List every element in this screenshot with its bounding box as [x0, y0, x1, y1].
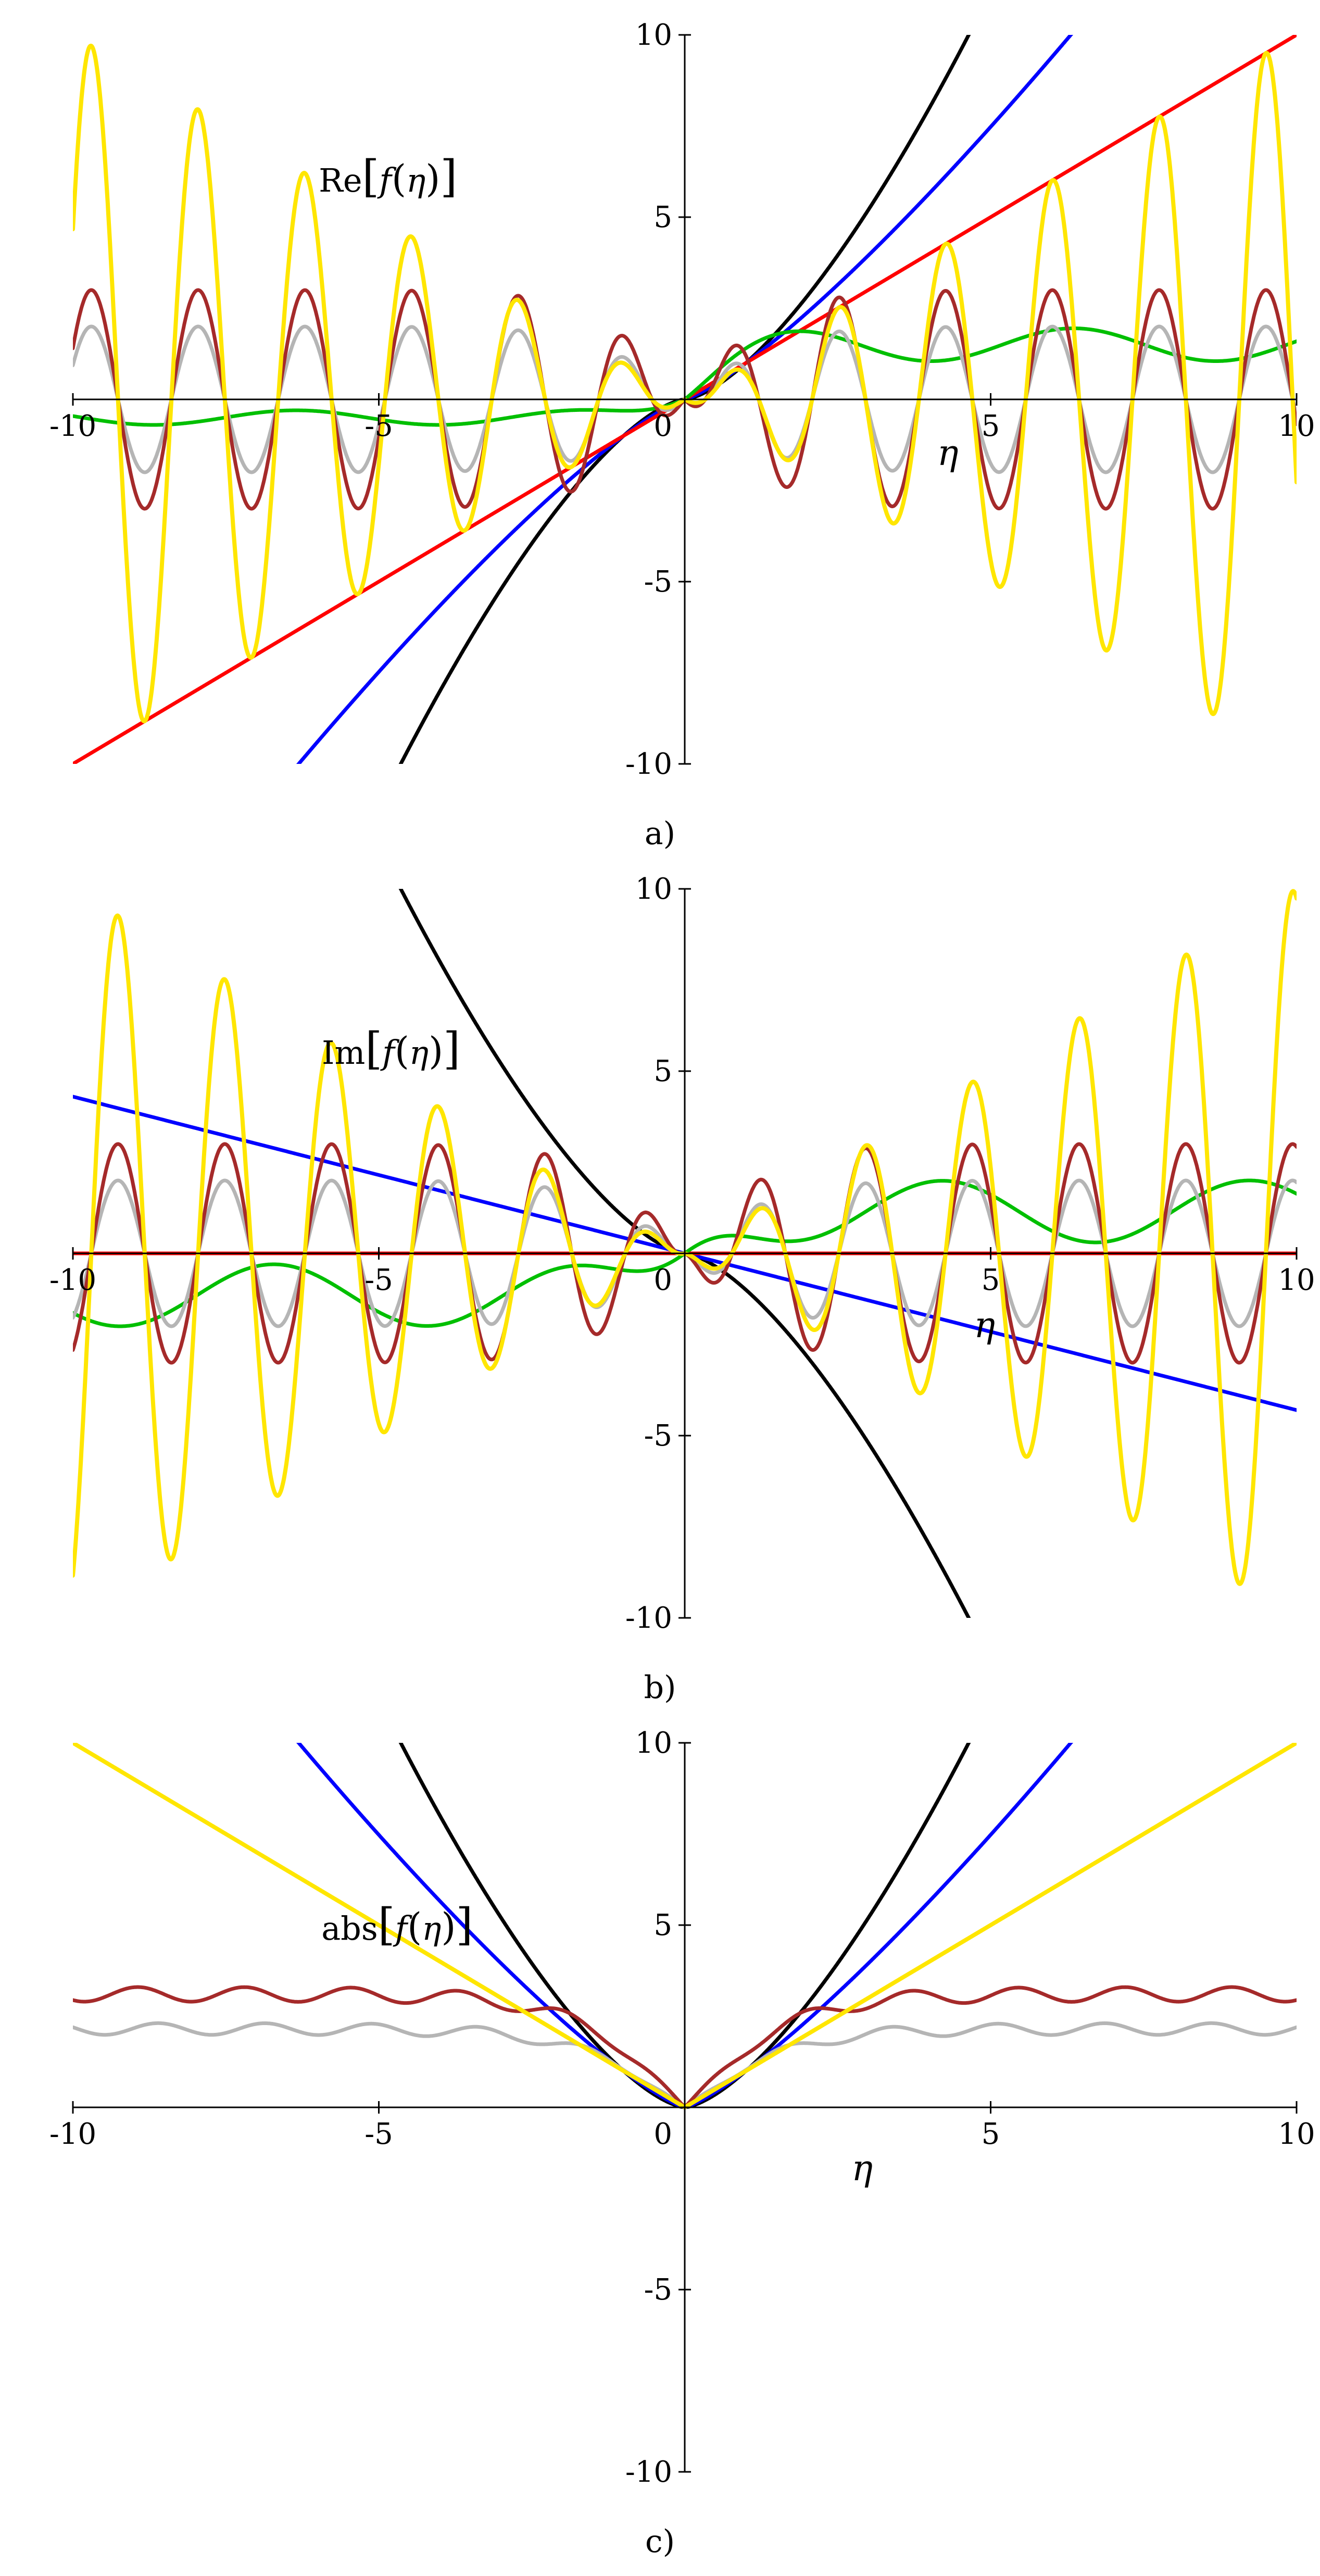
chart-a-plot: -10 -5 5 10 -10 -5 5 10 0 η Re[f(η)] [0, 11, 1320, 813]
y-tick-label: 10 [635, 18, 672, 52]
chart-a-caption: a) [644, 815, 676, 852]
origin-label: 0 [653, 2117, 672, 2151]
chart-a: -10 -5 5 10 -10 -5 5 10 0 η Re[f(η)] a) [0, 11, 1320, 865]
axis-labels: -10 -5 5 10 -10 -5 5 10 0 η Im[f(η)] [49, 872, 1315, 1635]
x-tick-label: -5 [364, 1263, 393, 1297]
chart-b-caption: b) [644, 1669, 676, 1706]
axes [72, 34, 1298, 765]
axis-labels: -10 -5 5 10 -10 -5 5 10 0 η abs[f(η)] [49, 1726, 1315, 2489]
chart-c-plot: -10 -5 5 10 -10 -5 5 10 0 η abs[f(η)] [0, 1719, 1320, 2521]
x-tick-label: -5 [364, 2117, 393, 2151]
origin-label: 0 [653, 409, 672, 443]
y-tick-label: 10 [635, 1726, 672, 1760]
x-tick-label: 10 [1278, 409, 1315, 443]
y-tick-label: -10 [625, 1601, 672, 1635]
chart-b-plot: -10 -5 5 10 -10 -5 5 10 0 η Im[f(η)] [0, 865, 1320, 1667]
origin-label: 0 [653, 1263, 672, 1297]
plot-title: Re[f(η)] [319, 151, 457, 202]
y-tick-label: 5 [653, 1054, 672, 1088]
axes [72, 888, 1298, 1619]
plot-title: Im[f(η)] [322, 1023, 460, 1074]
y-tick-label: 10 [635, 872, 672, 906]
x-axis-label: η [851, 2148, 873, 2189]
axis-labels: -10 -5 5 10 -10 -5 5 10 0 η Re[f(η)] [49, 18, 1315, 781]
x-tick-label: -10 [49, 409, 96, 443]
chart-c-caption: c) [645, 2523, 675, 2560]
y-tick-label: -5 [644, 2273, 672, 2307]
axes [72, 1742, 1298, 2473]
x-tick-label: 10 [1278, 1263, 1315, 1297]
y-tick-label: -10 [625, 747, 672, 781]
x-tick-label: 5 [982, 2117, 1000, 2151]
x-tick-label: 5 [982, 1263, 1000, 1297]
chart-c: -10 -5 5 10 -10 -5 5 10 0 η abs[f(η)] c) [0, 1719, 1320, 2573]
x-tick-label: 10 [1278, 2117, 1315, 2151]
y-tick-label: -5 [644, 565, 672, 599]
y-tick-label: -5 [644, 1419, 672, 1453]
y-tick-label: -10 [625, 2455, 672, 2489]
x-axis-label: η [937, 433, 959, 474]
y-tick-label: 5 [653, 1908, 672, 1942]
x-tick-label: 5 [982, 409, 1000, 443]
x-axis-label: η [974, 1305, 995, 1346]
plot-title: abs[f(η)] [321, 1899, 473, 1950]
y-tick-label: 5 [653, 200, 672, 234]
x-tick-label: -10 [49, 1263, 96, 1297]
chart-b: -10 -5 5 10 -10 -5 5 10 0 η Im[f(η)] b) [0, 865, 1320, 1719]
x-tick-label: -5 [364, 409, 393, 443]
x-tick-label: -10 [49, 2117, 96, 2151]
